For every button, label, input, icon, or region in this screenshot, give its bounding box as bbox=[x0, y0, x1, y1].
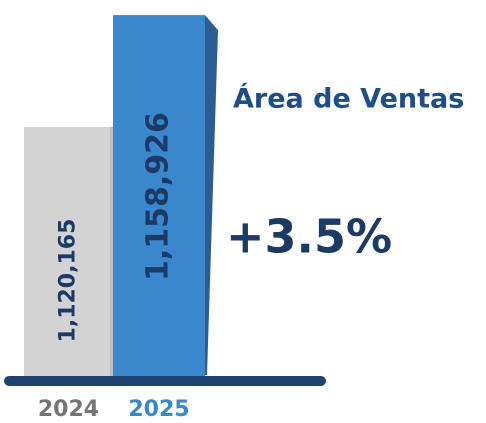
chart-title: Área de Ventas bbox=[233, 83, 464, 115]
bar-side bbox=[205, 15, 218, 375]
annotation: +3.5% bbox=[226, 210, 392, 264]
bar bbox=[113, 15, 205, 378]
x-tick-label: 2025 bbox=[128, 397, 189, 422]
bar bbox=[24, 127, 113, 378]
value-label: 1,158,926 bbox=[141, 112, 176, 281]
x-tick-label: 2024 bbox=[38, 397, 99, 422]
bar-shade bbox=[110, 127, 113, 378]
value-label: 1,120,165 bbox=[56, 219, 81, 343]
